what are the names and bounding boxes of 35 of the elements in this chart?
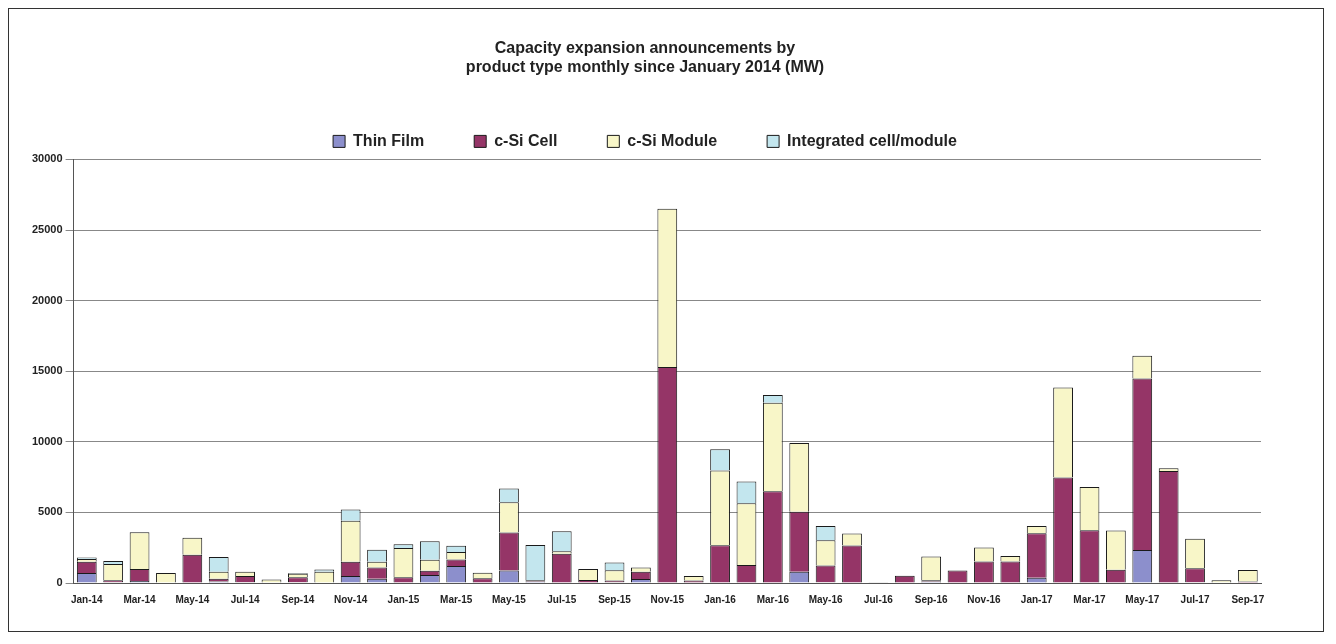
x-tick-label: May-16: [808, 593, 844, 605]
x-tick-label: Jul-15: [547, 593, 577, 605]
x-tick-label: Jan-16: [704, 593, 737, 605]
x-tick-label: Jul-17: [1180, 593, 1210, 605]
x-tick-label: Sep-15: [598, 593, 632, 605]
y-tick-label: 30000: [31, 152, 63, 165]
legend-label: Integrated cell/module: [787, 131, 958, 149]
x-tick-label: Jan-15: [387, 593, 420, 605]
chart-title: Capacity expansion announcements by product type monthly since January 2014 (MW): [465, 39, 825, 76]
x-tick-label: Sep-16: [914, 593, 948, 605]
y-tick-label: 5000: [38, 505, 63, 518]
y-tick-label: 25000: [31, 223, 63, 236]
x-tick-label: Mar-15: [440, 593, 473, 605]
x-tick-label: Nov-16: [967, 593, 1002, 605]
x-tick-label: Mar-17: [1073, 593, 1107, 605]
y-tick-label: 15000: [31, 364, 63, 377]
x-tick-label: Jan-14: [70, 593, 104, 605]
x-tick-label: Mar-16: [756, 593, 790, 605]
legend-label: c-Si Cell: [494, 131, 558, 149]
x-tick-label: Sep-14: [281, 593, 315, 605]
legend-label: c-Si Module: [627, 131, 718, 149]
x-tick-label: Sep-17: [1231, 593, 1265, 605]
x-tick-label: Nov-14: [333, 593, 368, 605]
x-tick-label: Jan-17: [1020, 593, 1053, 605]
x-tick-label: May-14: [175, 593, 210, 605]
legend-label: Thin Film: [353, 131, 425, 149]
x-tick-label: Jul-14: [230, 593, 260, 605]
x-tick-label: Nov-15: [650, 593, 685, 605]
y-tick-label: 0: [56, 576, 63, 589]
x-tick-label: Mar-14: [123, 593, 157, 605]
x-tick-label: May-15: [492, 593, 527, 605]
x-tick-label: May-17: [1125, 593, 1160, 605]
x-tick-label: Jul-16: [863, 593, 894, 605]
y-tick-label: 20000: [31, 293, 63, 306]
y-tick-label: 10000: [31, 434, 63, 447]
